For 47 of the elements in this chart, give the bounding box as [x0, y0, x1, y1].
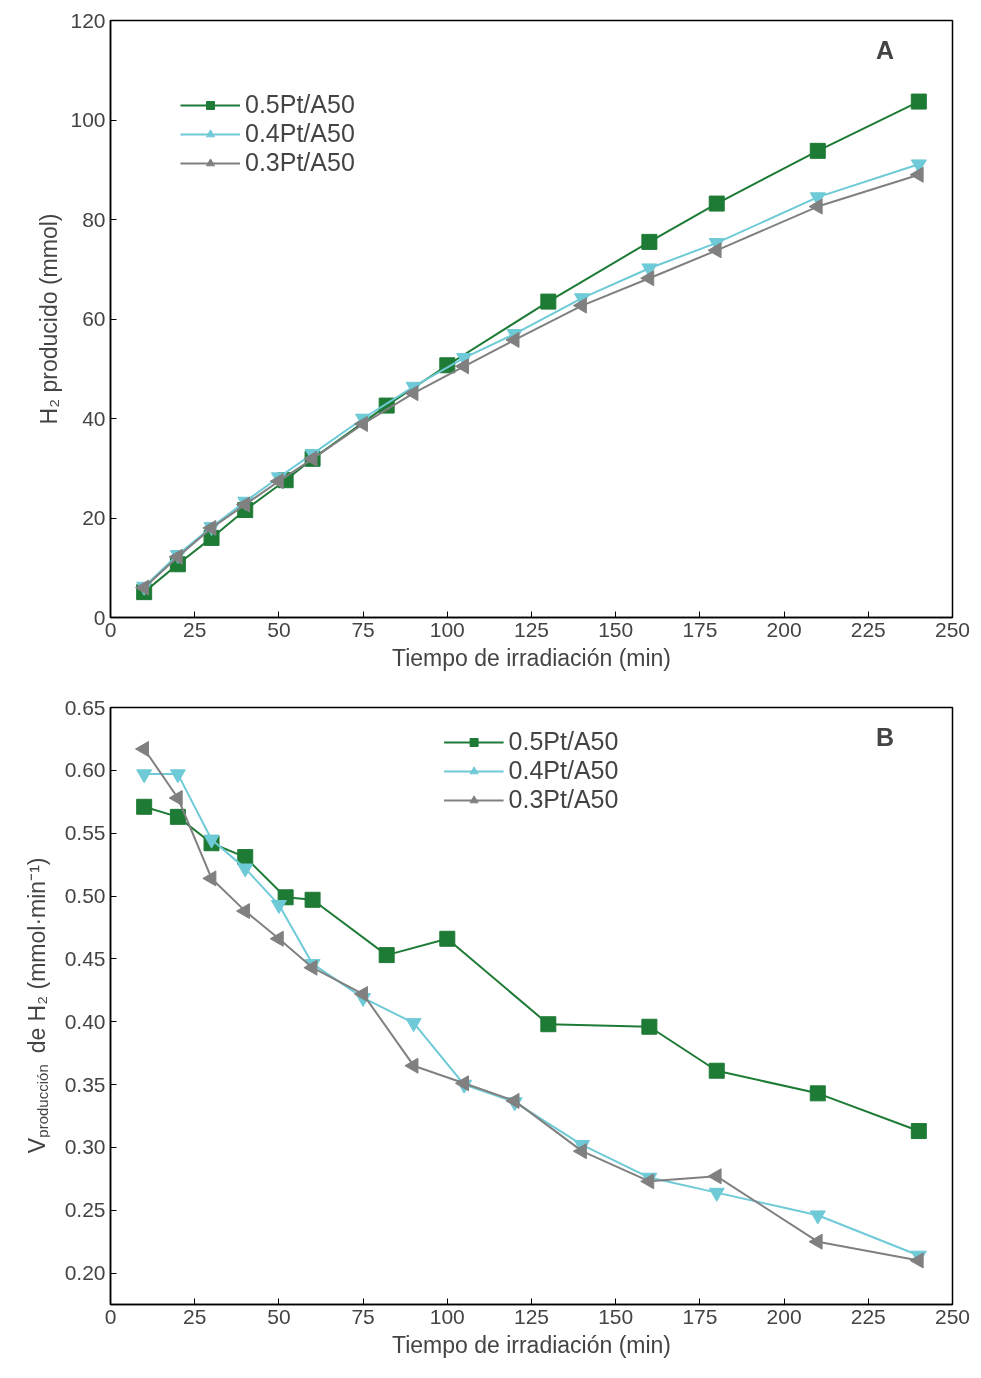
x-tick-label: 150 [598, 617, 634, 641]
x-tick-label: 250 [934, 1304, 971, 1328]
x-tick-label: 50 [267, 1304, 291, 1328]
y-tick-label: 40 [82, 406, 106, 430]
x-tick-label: 100 [429, 1304, 465, 1328]
x-tick-label: 200 [766, 617, 802, 641]
x-tick-label: 100 [429, 617, 465, 641]
x-tick-label: 225 [850, 1304, 886, 1328]
legend-label: 0.5Pt/A50 [245, 90, 355, 119]
x-axis-title: Tiempo de irradiación (min) [391, 644, 672, 671]
annotation: A [876, 36, 895, 65]
y-tick-label: 0.25 [64, 1198, 106, 1222]
x-tick-label: 75 [351, 617, 375, 641]
x-tick-label: 200 [766, 1304, 802, 1328]
y-tick-label: 0.30 [64, 1135, 106, 1159]
y-tick-label: 0.60 [64, 758, 106, 782]
x-axis-title: Tiempo de irradiación (min) [391, 1331, 672, 1358]
x-tick-label: 250 [934, 617, 971, 641]
legend-label: 0.3Pt/A50 [245, 148, 355, 177]
x-tick-label: 225 [850, 617, 886, 641]
y-tick-label: 0.50 [64, 884, 106, 908]
x-tick-label: 25 [183, 1304, 207, 1328]
legend-label: 0.5Pt/A50 [508, 727, 619, 756]
y-tick-label: 80 [82, 207, 106, 231]
y-tick-label: 120 [70, 8, 106, 32]
x-tick-label: 175 [682, 617, 718, 641]
x-tick-label: 25 [183, 617, 207, 641]
y-tick-label: 0.40 [64, 1009, 106, 1033]
y-tick-label: 0.35 [64, 1072, 106, 1096]
x-tick-label: 175 [682, 1304, 718, 1328]
legend-label: 0.4Pt/A50 [245, 119, 355, 148]
y-tick-label: 0.65 [64, 695, 106, 719]
y-tick-label: 0.20 [64, 1261, 106, 1285]
legend-label: 0.4Pt/A50 [508, 756, 619, 785]
y-tick-label: 0.45 [64, 946, 106, 970]
y-tick-label: 20 [82, 506, 106, 529]
y-axis-title: H₂ producido (mmol) [36, 213, 63, 425]
x-tick-label: 50 [267, 617, 291, 641]
y-tick-label: 100 [70, 108, 106, 131]
x-tick-label: 125 [513, 1304, 550, 1328]
y-tick-label: 60 [82, 307, 106, 330]
x-tick-label: 150 [598, 1304, 634, 1328]
x-tick-label: 75 [351, 1304, 375, 1328]
y-tick-label: 0.55 [64, 821, 106, 845]
x-tick-label: 125 [513, 617, 550, 641]
legend-label: 0.3Pt/A50 [508, 785, 619, 814]
annotation: B [876, 723, 895, 752]
